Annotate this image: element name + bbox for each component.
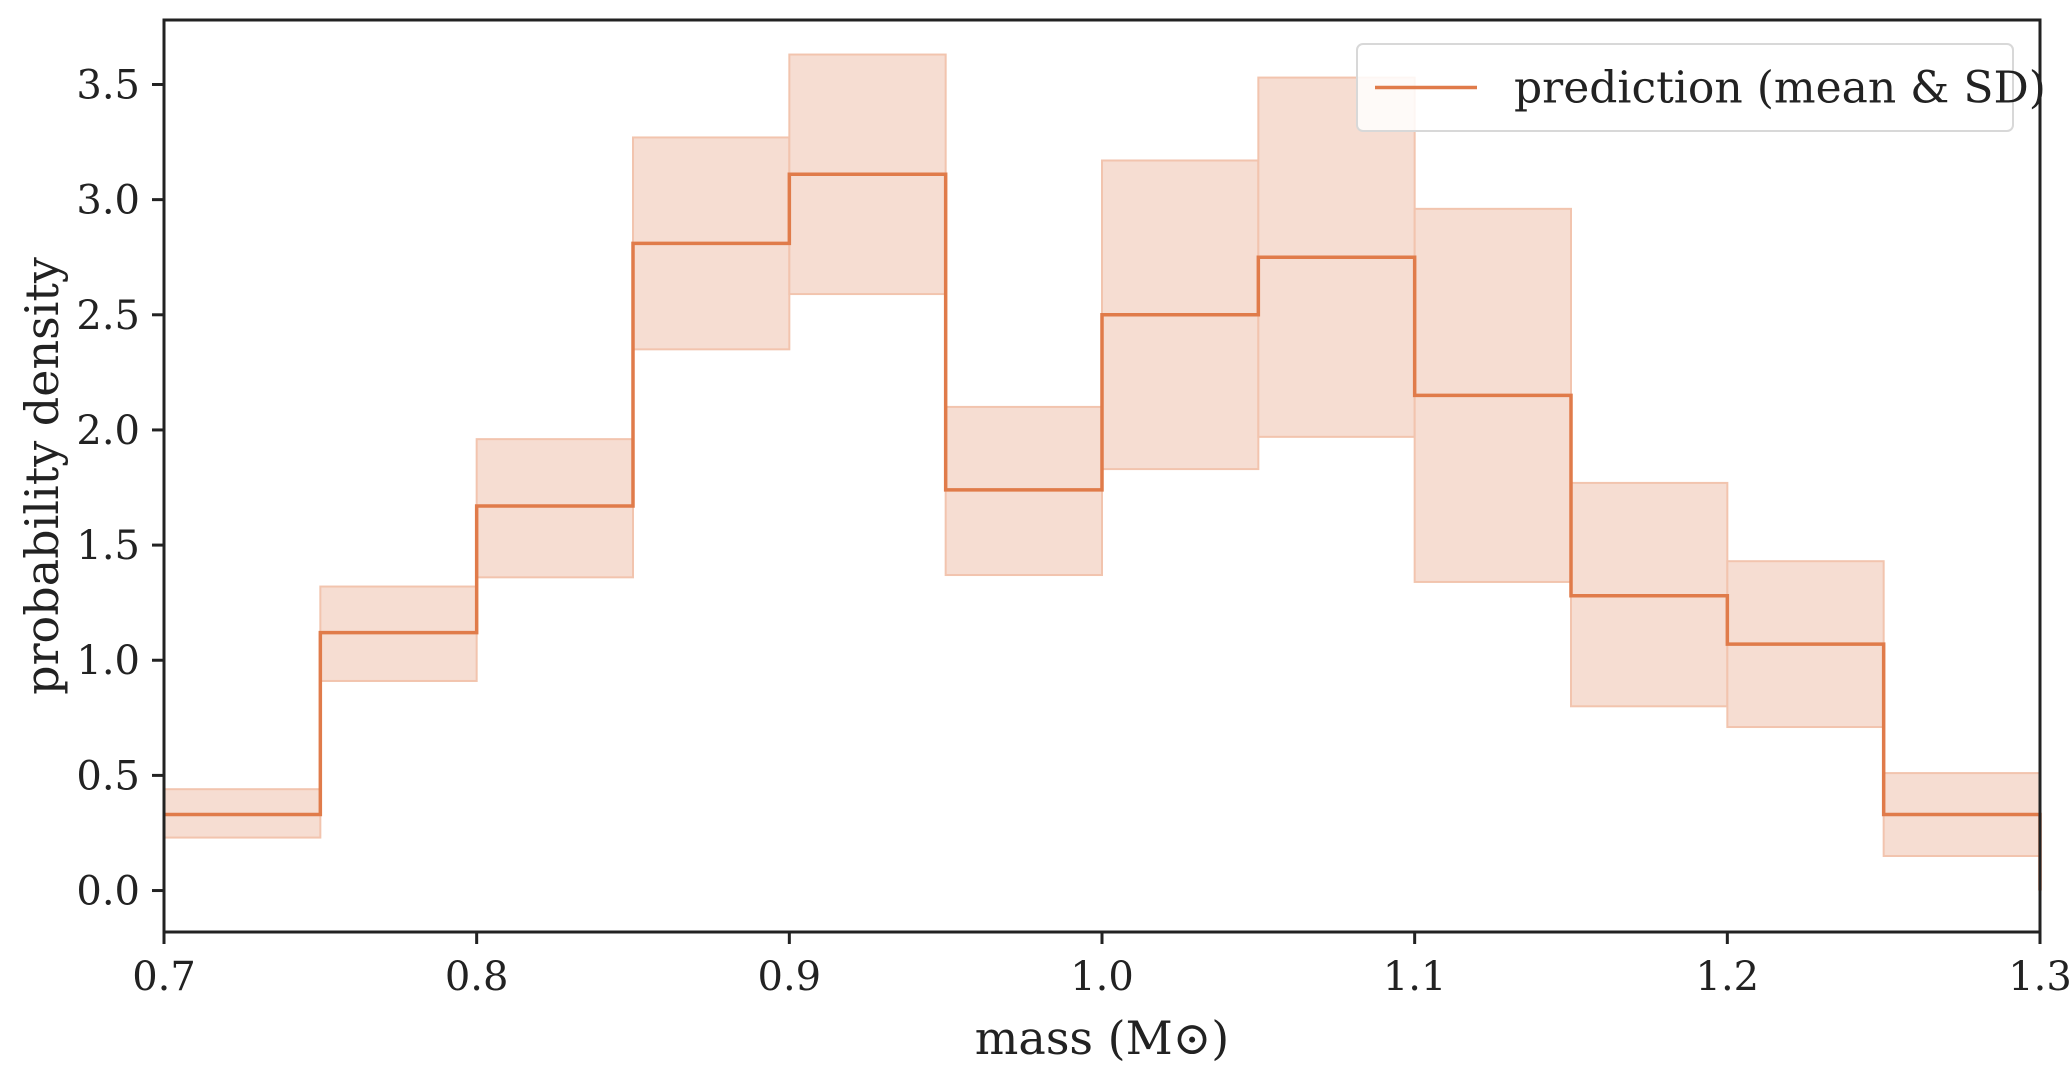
x-tick-label: 1.1 bbox=[1383, 954, 1447, 1000]
y-tick-label: 0.5 bbox=[76, 753, 140, 799]
legend-box bbox=[1356, 43, 2014, 132]
x-tick-label: 1.3 bbox=[2008, 954, 2071, 1000]
y-tick-label: 3.0 bbox=[76, 178, 140, 224]
x-tick-label: 1.0 bbox=[1070, 954, 1134, 1000]
y-tick-label: 1.0 bbox=[76, 638, 140, 684]
x-tick-label: 0.7 bbox=[132, 954, 196, 1000]
y-tick-label: 2.0 bbox=[76, 408, 140, 454]
x-tick-label: 1.2 bbox=[1696, 954, 1760, 1000]
y-tick-label: 2.5 bbox=[76, 293, 140, 339]
x-axis-title: mass (M⊙) bbox=[975, 1011, 1229, 1065]
plot-area bbox=[163, 53, 2042, 891]
y-tick-label: 3.5 bbox=[76, 62, 140, 108]
x-tick-label: 0.9 bbox=[758, 954, 822, 1000]
sd-band-bin bbox=[475, 438, 634, 579]
y-tick-label: 0.0 bbox=[76, 869, 140, 915]
legend-label: prediction (mean & SD) bbox=[1514, 63, 2046, 114]
y-axis-title: probability density bbox=[15, 257, 69, 695]
y-tick-label: 1.5 bbox=[76, 523, 140, 569]
axes: 0.7 0.8 0.9 1.0 1.1 1.2 1.3 0.0 0.5 1.0 1.5 2.0 2.5 3… bbox=[76, 18, 2071, 1000]
mean-step-line bbox=[164, 172, 2042, 891]
legend: prediction (mean & SD) bbox=[1356, 43, 2046, 132]
x-tick-label: 0.8 bbox=[445, 954, 509, 1000]
